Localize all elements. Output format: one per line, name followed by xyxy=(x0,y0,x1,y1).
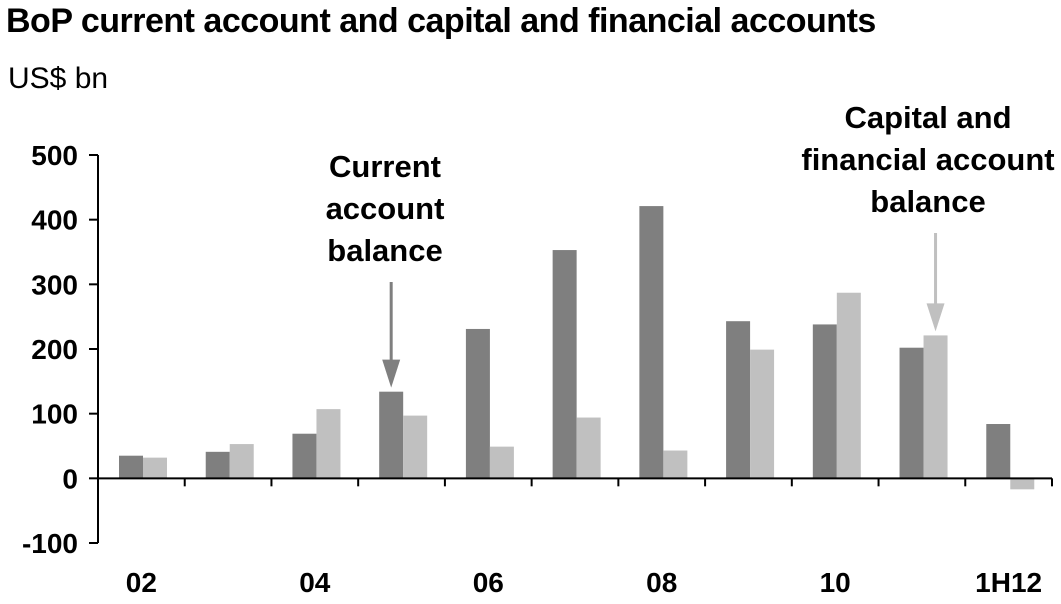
annotation-text: Current xyxy=(329,149,441,184)
annotation-text: balance xyxy=(870,184,985,219)
bar-capital-financial-02 xyxy=(143,457,167,479)
bar-capital-financial-1H12 xyxy=(1010,478,1035,490)
x-tick-label: 06 xyxy=(473,567,504,598)
bar-current-account-10 xyxy=(812,324,837,479)
chart-title: BoP current account and capital and fina… xyxy=(6,2,876,40)
bar-current-account-11 xyxy=(899,347,924,479)
y-tick-label: 500 xyxy=(31,140,78,171)
annotation-text: Capital and xyxy=(844,100,1011,135)
x-tick-label: 08 xyxy=(646,567,677,598)
bar-current-account-07 xyxy=(552,250,577,479)
x-tick-label: 02 xyxy=(126,567,157,598)
bar-capital-financial-04 xyxy=(316,409,341,479)
y-tick-label: 300 xyxy=(31,269,78,300)
bar-current-account-1H12 xyxy=(986,424,1011,479)
y-tick-label: 200 xyxy=(31,334,78,365)
bar-current-account-03 xyxy=(205,451,230,479)
bar-capital-financial-10 xyxy=(836,292,861,479)
bar-current-account-05 xyxy=(379,391,404,479)
bar-current-account-04 xyxy=(292,433,317,479)
tick-labels-layer: 500 400 300 200 100 0 -100 02 04 06 08 10 1H12 xyxy=(22,140,1042,598)
annotation-arrow-head xyxy=(926,303,945,332)
y-tick-label: 100 xyxy=(31,399,78,430)
annotations-layer: Current account balance Capital and financia… xyxy=(326,100,1055,388)
annotation-text: account xyxy=(326,191,445,226)
bar-capital-financial-07 xyxy=(576,417,601,479)
bar-current-account-09 xyxy=(726,321,751,479)
annotation-text: financial account xyxy=(801,142,1054,177)
y-tick-label: -100 xyxy=(22,528,78,559)
y-tick-label: 0 xyxy=(62,463,78,494)
bar-capital-financial-11 xyxy=(923,335,948,479)
bar-current-account-06 xyxy=(465,328,490,479)
y-tick-label: 400 xyxy=(31,205,78,236)
bars-layer xyxy=(119,206,1035,490)
bar-current-account-08 xyxy=(639,206,664,479)
bar-capital-financial-03 xyxy=(229,444,254,479)
bar-capital-financial-09 xyxy=(750,349,775,479)
bar-capital-financial-05 xyxy=(403,415,428,479)
y-unit-label: US$ bn xyxy=(8,62,109,95)
bar-capital-financial-08 xyxy=(663,450,688,479)
bar-capital-financial-06 xyxy=(489,446,514,479)
x-tick-label: 04 xyxy=(299,567,331,598)
annotation-arrow-head xyxy=(382,359,401,388)
axes-layer xyxy=(89,154,1053,544)
annotation-text: balance xyxy=(327,233,442,268)
x-tick-label: 10 xyxy=(820,567,851,598)
x-tick-label: 1H12 xyxy=(975,567,1042,598)
bar-current-account-02 xyxy=(119,455,143,479)
